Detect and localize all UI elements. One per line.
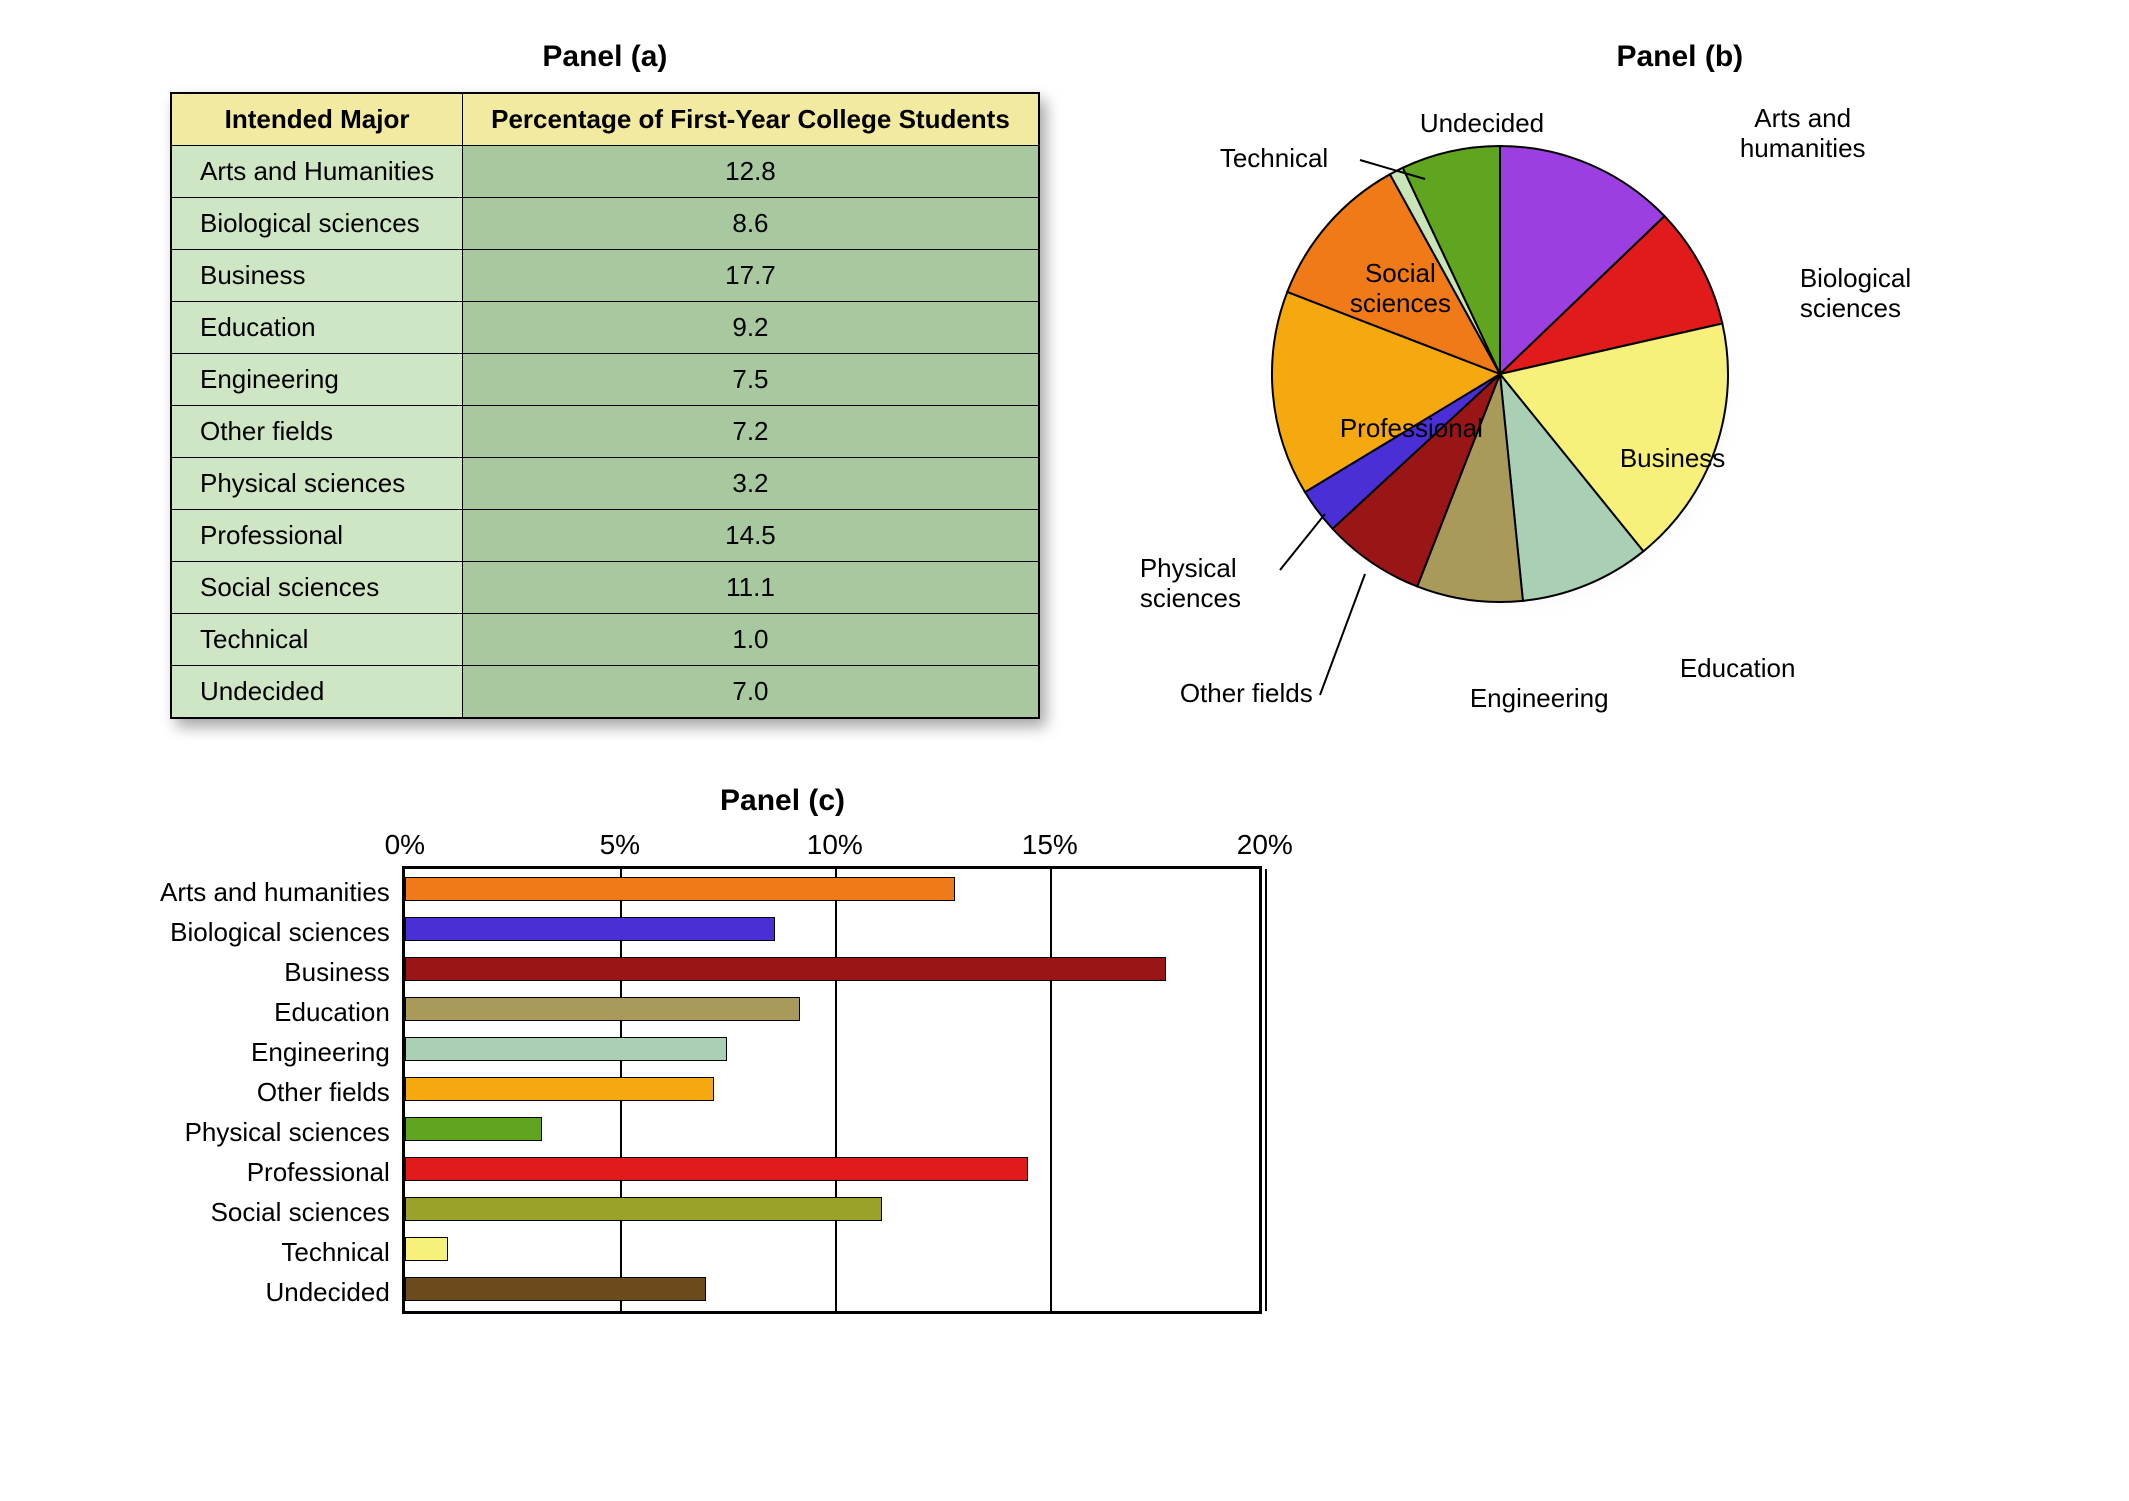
- panel-b-title: Panel (b): [1460, 40, 1900, 74]
- cell-major: Biological sciences: [171, 198, 463, 250]
- table-row: Arts and Humanities12.8: [171, 146, 1039, 198]
- cell-value: 14.5: [463, 510, 1039, 562]
- bar: [405, 877, 955, 901]
- table-row: Technical1.0: [171, 614, 1039, 666]
- bar: [405, 1117, 543, 1141]
- bar-row: [405, 1229, 1259, 1269]
- bar-row: [405, 1149, 1259, 1189]
- bar-row: [405, 1029, 1259, 1069]
- bar: [405, 957, 1166, 981]
- bar-plot: 0%5%10%15%20%: [402, 866, 1262, 1314]
- x-tick-label: 15%: [1022, 829, 1078, 861]
- x-tick-label: 20%: [1237, 829, 1293, 861]
- cell-value: 3.2: [463, 458, 1039, 510]
- table-row: Professional14.5: [171, 510, 1039, 562]
- cell-value: 7.5: [463, 354, 1039, 406]
- bar-label: Social sciences: [211, 1192, 390, 1232]
- bar: [405, 1077, 715, 1101]
- table-row: Engineering7.5: [171, 354, 1039, 406]
- cell-major: Physical sciences: [171, 458, 463, 510]
- cell-value: 12.8: [463, 146, 1039, 198]
- cell-major: Business: [171, 250, 463, 302]
- table-row: Biological sciences8.6: [171, 198, 1039, 250]
- bar-label: Engineering: [251, 1032, 390, 1072]
- table-header-row: Intended Major Percentage of First-Year …: [171, 93, 1039, 146]
- majors-table: Intended Major Percentage of First-Year …: [170, 92, 1040, 719]
- panel-c-title: Panel (c): [720, 784, 1360, 818]
- cell-major: Engineering: [171, 354, 463, 406]
- cell-major: Education: [171, 302, 463, 354]
- bar-label: Arts and humanities: [160, 872, 390, 912]
- cell-value: 7.2: [463, 406, 1039, 458]
- cell-value: 7.0: [463, 666, 1039, 719]
- cell-major: Undecided: [171, 666, 463, 719]
- panel-a-title: Panel (a): [170, 40, 1040, 74]
- bar-label: Physical sciences: [185, 1112, 390, 1152]
- table-row: Social sciences11.1: [171, 562, 1039, 614]
- bar-row: [405, 989, 1259, 1029]
- bar: [405, 997, 801, 1021]
- x-tick-label: 10%: [807, 829, 863, 861]
- bar-label: Business: [284, 952, 390, 992]
- cell-value: 1.0: [463, 614, 1039, 666]
- bar-row: [405, 949, 1259, 989]
- bar-row: [405, 869, 1259, 909]
- bar-label: Technical: [281, 1232, 389, 1272]
- col-header-percent: Percentage of First-Year College Student…: [463, 93, 1039, 146]
- bar-label: Education: [274, 992, 390, 1032]
- bar-label: Undecided: [265, 1272, 389, 1312]
- bar: [405, 1277, 706, 1301]
- gridline: [1265, 869, 1267, 1311]
- x-tick-label: 0%: [385, 829, 425, 861]
- cell-major: Social sciences: [171, 562, 463, 614]
- cell-major: Technical: [171, 614, 463, 666]
- pie-leader-line: [1120, 84, 1900, 724]
- x-tick-label: 5%: [600, 829, 640, 861]
- panel-b: Panel (b) Arts andhumanitiesBiologicalsc…: [1120, 40, 1900, 724]
- bar: [405, 1197, 882, 1221]
- bar-row: [405, 909, 1259, 949]
- bar: [405, 917, 775, 941]
- cell-major: Other fields: [171, 406, 463, 458]
- cell-value: 11.1: [463, 562, 1039, 614]
- cell-major: Professional: [171, 510, 463, 562]
- col-header-major: Intended Major: [171, 93, 463, 146]
- panel-c: Panel (c) Arts and humanitiesBiological …: [160, 784, 1360, 1314]
- bar-label: Other fields: [257, 1072, 390, 1112]
- cell-value: 17.7: [463, 250, 1039, 302]
- panel-a: Panel (a) Intended Major Percentage of F…: [170, 40, 1040, 719]
- bar-row: [405, 1269, 1259, 1309]
- cell-major: Arts and Humanities: [171, 146, 463, 198]
- bar-label: Professional: [247, 1152, 390, 1192]
- bar: [405, 1037, 728, 1061]
- bar: [405, 1157, 1029, 1181]
- table-row: Education9.2: [171, 302, 1039, 354]
- pie-chart: Arts andhumanitiesBiologicalsciencesBusi…: [1120, 84, 1900, 724]
- bar-x-axis: 0%5%10%15%20%: [405, 829, 1265, 869]
- table-row: Business17.7: [171, 250, 1039, 302]
- table-row: Undecided7.0: [171, 666, 1039, 719]
- bar-row: [405, 1069, 1259, 1109]
- cell-value: 8.6: [463, 198, 1039, 250]
- bar-labels: Arts and humanitiesBiological sciencesBu…: [160, 826, 402, 1312]
- bar-label: Biological sciences: [170, 912, 390, 952]
- table-row: Physical sciences3.2: [171, 458, 1039, 510]
- cell-value: 9.2: [463, 302, 1039, 354]
- bar: [405, 1237, 448, 1261]
- table-row: Other fields7.2: [171, 406, 1039, 458]
- bar-row: [405, 1189, 1259, 1229]
- bar-row: [405, 1109, 1259, 1149]
